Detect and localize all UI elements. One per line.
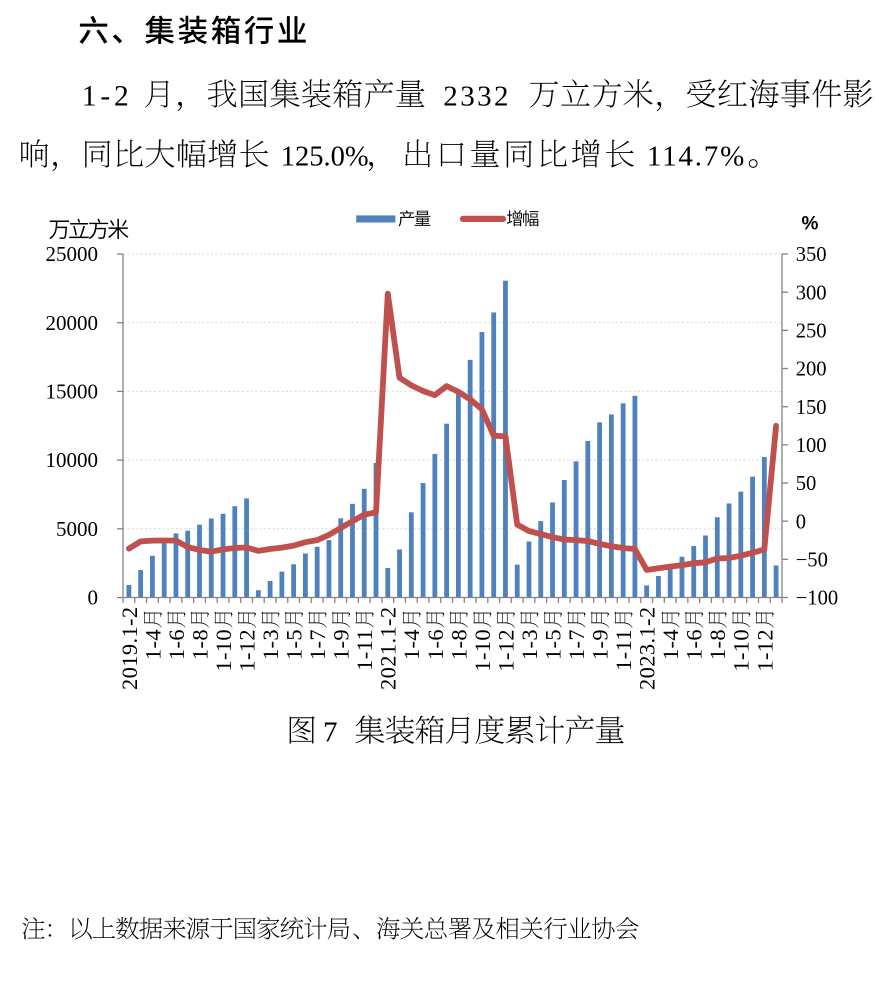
svg-text:1-12: 1-12 — [493, 629, 518, 672]
svg-text:1-3: 1-3 — [258, 629, 283, 660]
svg-text:1-4: 1-4 — [140, 629, 165, 660]
svg-text:300: 300 — [796, 282, 827, 304]
svg-text:125.0%: 125.0% — [281, 141, 369, 172]
svg-text:1-6: 1-6 — [682, 629, 707, 660]
svg-text:1-7: 1-7 — [564, 629, 589, 660]
svg-text:1-10: 1-10 — [729, 629, 754, 672]
svg-text:1-5: 1-5 — [540, 629, 565, 660]
svg-text:150: 150 — [796, 397, 827, 419]
svg-text:1-8: 1-8 — [187, 629, 212, 660]
svg-text:1-6: 1-6 — [164, 629, 189, 660]
svg-text:1-12: 1-12 — [234, 629, 259, 672]
svg-text:50: 50 — [796, 473, 817, 495]
svg-text:1-12: 1-12 — [752, 629, 777, 672]
svg-text:1-7: 1-7 — [305, 629, 330, 660]
svg-text:1-11: 1-11 — [611, 629, 636, 671]
svg-text:100: 100 — [796, 435, 827, 457]
svg-text:2023.1-2: 2023.1-2 — [635, 607, 660, 690]
svg-text:1-8: 1-8 — [705, 629, 730, 660]
svg-text:−100: −100 — [796, 588, 839, 610]
svg-text:20000: 20000 — [46, 311, 99, 335]
svg-text:25000: 25000 — [46, 242, 99, 266]
svg-text:114.7%: 114.7% — [647, 140, 746, 172]
svg-text:15000: 15000 — [46, 380, 99, 404]
svg-text:1-9: 1-9 — [588, 629, 613, 660]
svg-text:1-6: 1-6 — [423, 629, 448, 660]
svg-text:1-3: 1-3 — [517, 629, 542, 660]
svg-text:2019.1-2: 2019.1-2 — [117, 607, 142, 690]
svg-text:1-2: 1-2 — [82, 80, 133, 112]
svg-text:1-10: 1-10 — [470, 629, 495, 672]
svg-text:2021.1-2: 2021.1-2 — [376, 607, 401, 690]
svg-text:7: 7 — [323, 717, 338, 749]
svg-text:10000: 10000 — [46, 448, 99, 472]
svg-text:0: 0 — [796, 511, 806, 533]
svg-text:350: 350 — [796, 244, 827, 266]
svg-text:%: % — [802, 213, 819, 234]
svg-text:200: 200 — [796, 359, 827, 381]
svg-text:1-10: 1-10 — [211, 629, 236, 672]
svg-text:1-4: 1-4 — [399, 629, 424, 660]
svg-text:1-5: 1-5 — [282, 629, 307, 660]
svg-text:1-11: 1-11 — [352, 629, 377, 671]
svg-text:−50: −50 — [796, 550, 828, 572]
svg-text:1-8: 1-8 — [446, 629, 471, 660]
svg-text:5000: 5000 — [56, 517, 98, 541]
svg-text:1-9: 1-9 — [329, 629, 354, 660]
svg-text:250: 250 — [796, 321, 827, 343]
svg-text:1-4: 1-4 — [658, 629, 683, 660]
svg-text:0: 0 — [88, 586, 99, 610]
svg-text:2332: 2332 — [443, 80, 511, 112]
